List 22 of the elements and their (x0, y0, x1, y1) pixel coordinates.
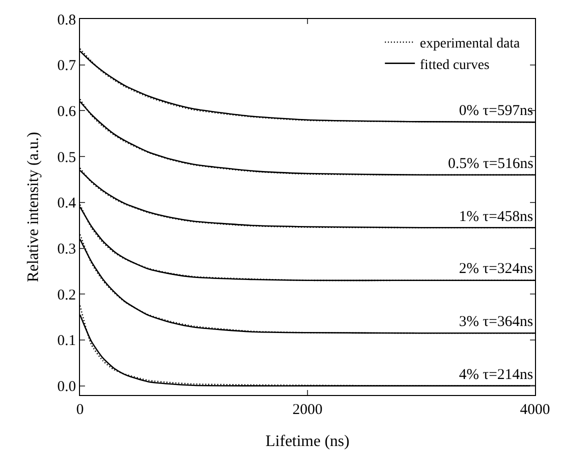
y-tick-label: 0.4 (57, 196, 76, 212)
y-tick-label: 0.6 (57, 104, 76, 120)
y-tick-label: 0.1 (57, 333, 76, 350)
annotation: 0.5% τ=516ns (448, 156, 534, 172)
annotation: 1% τ=458ns (459, 209, 534, 225)
annotation: 0% τ=597ns (459, 103, 534, 119)
x-axis-title: Lifetime (ns) (266, 433, 350, 450)
annotation: 2% τ=324ns (459, 261, 534, 277)
y-axis-title: Relative intensity (a.u.) (25, 132, 42, 282)
y-tick-label: 0.5 (57, 150, 76, 166)
y-tick-label: 0.3 (57, 242, 76, 258)
annotation: 3% τ=364ns (459, 314, 534, 330)
annotation: 4% τ=214ns (459, 367, 534, 383)
x-tick-label: 0 (76, 402, 84, 418)
y-tick-label: 0.8 (57, 12, 76, 28)
legend-label: experimental data (420, 36, 521, 52)
legend-label: fitted curves (420, 58, 490, 73)
y-tick-label: 0.7 (57, 58, 76, 74)
y-tick-label: 0.0 (57, 379, 76, 396)
x-tick-label: 2000 (292, 402, 322, 418)
y-tick-label: 0.2 (57, 287, 76, 304)
x-tick-label: 4000 (520, 402, 550, 418)
